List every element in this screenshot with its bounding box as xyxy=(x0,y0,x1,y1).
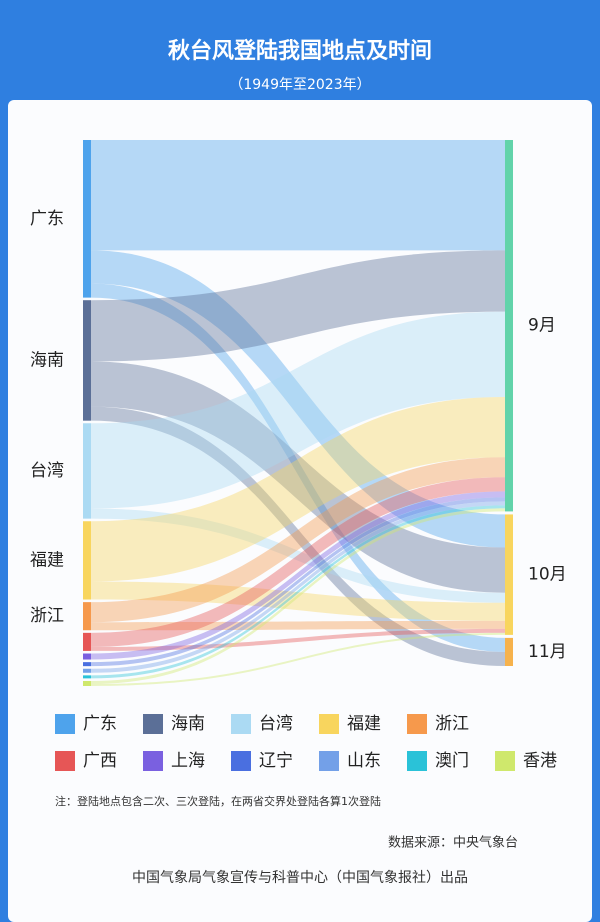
source-node xyxy=(83,602,91,631)
target-node xyxy=(505,637,513,666)
link xyxy=(91,311,505,509)
source-node xyxy=(83,680,91,686)
link xyxy=(91,497,505,667)
link xyxy=(91,501,505,673)
legend-label: 台湾 xyxy=(259,714,293,734)
legend-label: 上海 xyxy=(171,751,205,771)
legend-swatch xyxy=(55,714,75,734)
source-node xyxy=(83,675,91,679)
source-node xyxy=(83,140,91,298)
link xyxy=(91,457,505,623)
source-label: 浙江 xyxy=(30,606,64,626)
target-label: 11月 xyxy=(528,642,567,662)
legend-label: 浙江 xyxy=(435,714,469,734)
legend-label: 福建 xyxy=(347,714,381,734)
data-source: 数据来源：中央气象台 xyxy=(388,835,518,851)
source-node xyxy=(83,300,91,421)
legend-swatch xyxy=(231,714,251,734)
legend-label: 广西 xyxy=(83,751,117,771)
source-label: 广东 xyxy=(30,209,64,229)
legend-label: 海南 xyxy=(171,714,205,734)
legend-label: 香港 xyxy=(523,751,557,771)
link xyxy=(91,250,505,548)
target-node xyxy=(505,514,513,635)
source-label: 海南 xyxy=(30,350,64,370)
credit: 中国气象局气象宣传与科普中心（中国气象报社）出品 xyxy=(132,870,468,886)
source-node xyxy=(83,653,91,660)
source-node xyxy=(83,423,91,519)
link xyxy=(91,396,505,582)
target-node xyxy=(505,140,513,512)
legend-swatch xyxy=(319,714,339,734)
link xyxy=(91,361,505,593)
source-node xyxy=(83,632,91,651)
legend-swatch xyxy=(143,751,163,771)
link xyxy=(91,508,505,603)
link xyxy=(91,508,505,684)
source-node xyxy=(83,521,91,600)
link xyxy=(91,477,505,647)
legend-swatch xyxy=(495,751,515,771)
legend-swatch xyxy=(407,714,427,734)
legend-label: 辽宁 xyxy=(259,751,293,771)
link xyxy=(91,632,505,686)
legend-swatch xyxy=(319,751,339,771)
link xyxy=(91,620,505,631)
legend-swatch xyxy=(55,751,75,771)
legend-label: 山东 xyxy=(347,751,381,771)
link xyxy=(91,505,505,679)
chart-title: 秋台风登陆我国地点及时间 xyxy=(168,38,432,64)
source-node xyxy=(83,662,91,667)
legend-swatch xyxy=(231,751,251,771)
link xyxy=(91,283,505,652)
legend-label: 澳门 xyxy=(435,751,469,771)
footnote: 注：登陆地点包含二次、三次登陆，在两省交界处登陆各算1次登陆 xyxy=(55,794,381,808)
source-node xyxy=(83,668,91,673)
chart-subtitle: （1949年至2023年） xyxy=(229,77,370,93)
link xyxy=(91,250,505,362)
target-label: 10月 xyxy=(528,565,567,585)
link xyxy=(91,581,505,621)
link xyxy=(91,406,505,666)
target-label: 9月 xyxy=(528,316,556,336)
source-label: 福建 xyxy=(30,550,64,570)
legend-label: 广东 xyxy=(83,714,117,734)
legend-swatch xyxy=(407,751,427,771)
link xyxy=(91,140,505,251)
source-label: 台湾 xyxy=(30,461,64,481)
link xyxy=(91,628,505,651)
legend-swatch xyxy=(143,714,163,734)
link xyxy=(91,491,505,660)
